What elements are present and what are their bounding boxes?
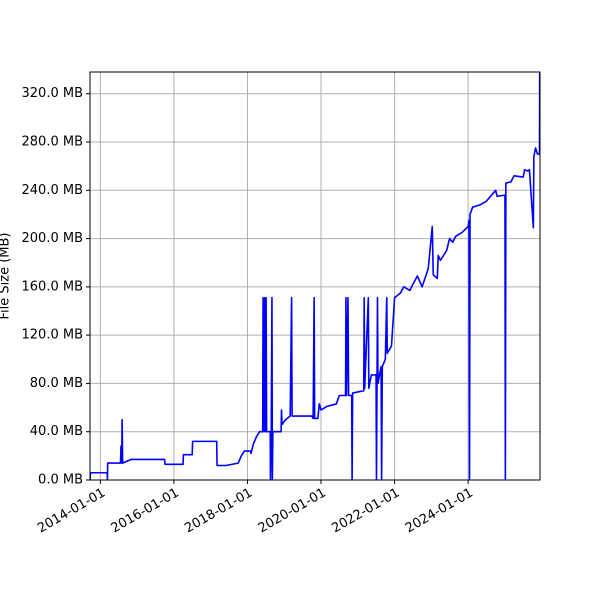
data-line	[90, 72, 540, 480]
y-tick-label: 200.0 MB	[22, 231, 83, 246]
x-tick-label: 2024-01-01	[403, 486, 476, 537]
x-tick-label: 2016-01-01	[109, 486, 182, 537]
grid	[90, 72, 540, 481]
y-tick-label: 0.0 MB	[38, 473, 83, 488]
y-tick-label: 160.0 MB	[22, 279, 83, 294]
y-tick-label: 280.0 MB	[22, 135, 83, 150]
y-tick-label: 80.0 MB	[30, 376, 83, 391]
y-tick-label: 120.0 MB	[22, 328, 83, 343]
y-axis-label: File Size (MB)	[0, 233, 13, 320]
plot-area	[90, 72, 540, 480]
y-tick-label: 40.0 MB	[30, 424, 83, 439]
x-tick-label: 2018-01-01	[182, 486, 255, 537]
x-tick-label: 2020-01-01	[256, 486, 329, 537]
x-tick-label: 2014-01-01	[35, 486, 108, 537]
y-tick-label: 240.0 MB	[22, 183, 83, 198]
x-tick-label: 2022-01-01	[329, 486, 402, 537]
y-tick-label: 320.0 MB	[22, 86, 83, 101]
plot-frame	[89, 71, 541, 481]
